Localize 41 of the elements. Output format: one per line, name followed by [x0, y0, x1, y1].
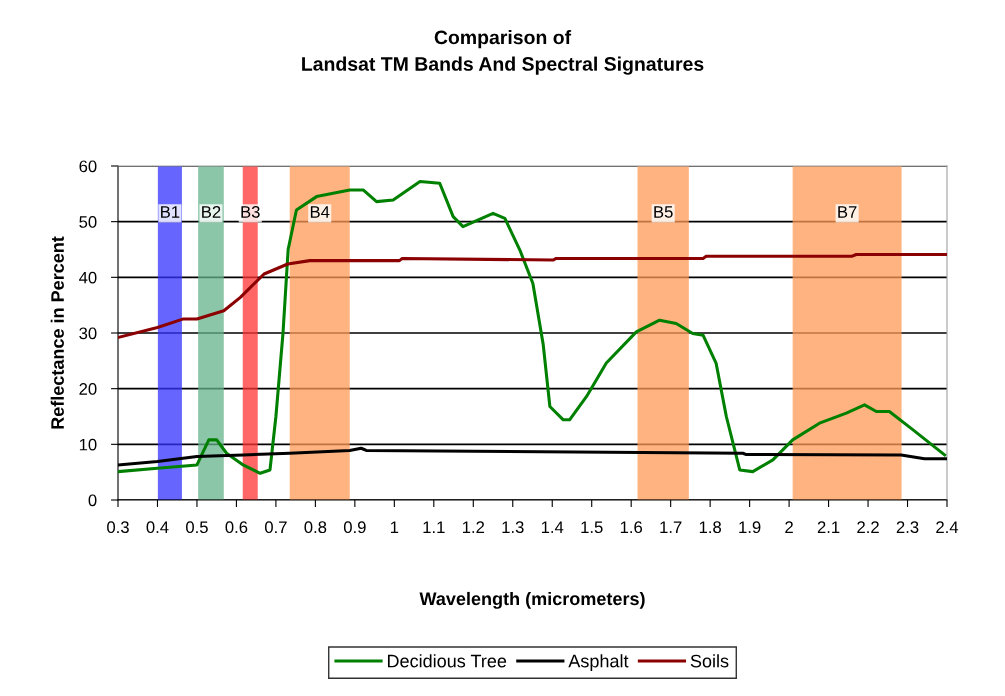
band-label: B3	[241, 206, 260, 218]
x-axis-title: Wavelength (micrometers)	[419, 591, 645, 609]
y-tick-label: 10	[79, 438, 97, 451]
x-tick-label: 2.4	[936, 521, 959, 533]
x-tick-label: 2.1	[817, 521, 840, 533]
y-axis-title: Reflectance in Percent	[50, 236, 64, 429]
x-tick-label: 0.3	[107, 521, 129, 534]
x-tick-label: 1.2	[462, 521, 485, 533]
x-tick-label: 0.6	[225, 521, 248, 534]
band-label: B2	[202, 206, 221, 218]
x-tick-label: 1.4	[541, 521, 564, 533]
chart-title: Comparison of Landsat TM Bands And Spectral Signatures	[302, 30, 704, 75]
x-tick-label: 1	[390, 521, 399, 533]
x-tick-label: 1.9	[739, 521, 761, 534]
y-tick-label: 60	[79, 160, 97, 173]
y-tick-label: 20	[79, 383, 97, 395]
legend-label: Asphalt	[568, 654, 629, 672]
legend-label: Decidious Tree	[387, 654, 507, 668]
band-label: B1	[161, 206, 180, 218]
x-tick-label: 1.7	[660, 521, 682, 533]
y-tick-label: 0	[88, 494, 97, 507]
x-tick-label: 0.4	[146, 521, 169, 534]
x-tick-label: 1.8	[699, 521, 721, 534]
x-tick-label: 0.8	[304, 521, 327, 534]
x-tick-label: 0.9	[343, 521, 366, 534]
legend-label: Soils	[690, 654, 729, 668]
band-label: B5	[654, 206, 673, 218]
x-tick-label: 1.3	[502, 521, 524, 534]
y-tick-label: 30	[79, 327, 97, 340]
x-tick-label: 0.5	[186, 521, 208, 534]
x-tick-label: 1.6	[620, 521, 643, 534]
x-tick-label: 1.5	[581, 521, 603, 534]
band-label: B4	[310, 206, 330, 218]
x-tick-label: 2	[785, 521, 793, 533]
y-tick-label: 40	[79, 271, 97, 284]
x-tick-label: 2.3	[896, 521, 919, 534]
x-tick-label: 2.2	[857, 521, 879, 533]
x-tick-label: 0.7	[264, 521, 287, 534]
band-label: B7	[838, 206, 857, 218]
y-tick-label: 50	[79, 216, 97, 228]
x-tick-label: 1.1	[423, 521, 445, 533]
